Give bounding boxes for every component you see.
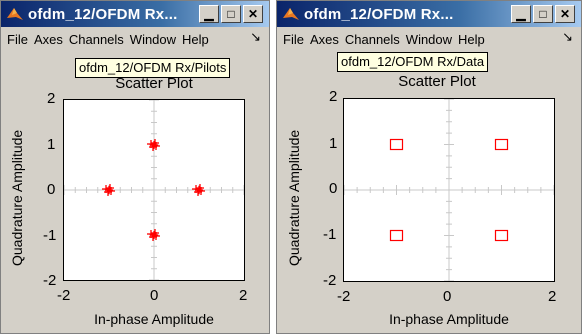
menu-channels[interactable]: Channels [68, 31, 124, 47]
title-bar[interactable]: ofdm_12/OFDM Rx... ▁ □ ✕ [1, 1, 269, 27]
menu-help[interactable]: Help [182, 31, 209, 47]
data-point-marker [389, 138, 404, 151]
maximize-icon: □ [539, 7, 547, 21]
menu-axes[interactable]: Axes [33, 31, 63, 47]
x-tick-label: 2 [239, 287, 248, 304]
y-tick-label: -1 [323, 226, 337, 243]
close-button[interactable]: ✕ [555, 5, 575, 23]
close-icon: ✕ [559, 7, 571, 21]
scatter-plot-area [344, 99, 554, 281]
plot-axes [343, 98, 555, 282]
menu-bar: File Axes Channels Window Help ↘ [277, 27, 581, 51]
data-point-marker [389, 229, 404, 242]
minimize-button[interactable]: ▁ [199, 5, 219, 23]
data-point-marker [494, 138, 509, 151]
window-title: ofdm_12/OFDM Rx... [28, 5, 178, 23]
scatter-plot-area [64, 100, 244, 280]
y-tick-label: -2 [43, 272, 57, 289]
y-tick-label: -2 [323, 272, 337, 289]
x-tick-label: 0 [150, 287, 159, 304]
matlab-icon [283, 8, 299, 20]
y-tick-label: 1 [329, 135, 338, 152]
y-axis-label: Quadrature Amplitude [9, 129, 25, 266]
x-tick-label: 0 [443, 288, 452, 305]
x-tick-label: -2 [57, 287, 71, 304]
menu-dock-arrow-icon[interactable]: ↘ [562, 29, 573, 44]
menu-dock-arrow-icon[interactable]: ↘ [250, 29, 261, 44]
data-point-marker [494, 229, 509, 242]
minimize-button[interactable]: ▁ [511, 5, 531, 23]
y-tick-label: 0 [47, 181, 56, 198]
y-tick-label: 2 [329, 88, 338, 105]
x-axis-label: In-phase Amplitude [94, 311, 214, 327]
menu-file[interactable]: File [7, 31, 28, 47]
y-tick-label: 1 [47, 136, 56, 153]
tooltip: ofdm_12/OFDM Rx/Data [337, 52, 489, 72]
minimize-icon: ▁ [204, 7, 214, 21]
x-axis-label: In-phase Amplitude [389, 311, 509, 327]
close-button[interactable]: ✕ [243, 5, 263, 23]
menu-window[interactable]: Window [405, 31, 453, 47]
title-bar[interactable]: ofdm_12/OFDM Rx... ▁ □ ✕ [277, 1, 581, 27]
matlab-icon [7, 8, 23, 20]
window-title: ofdm_12/OFDM Rx... [304, 5, 454, 23]
plot-title: Scatter Plot [398, 73, 476, 90]
plot-axes [63, 99, 245, 281]
data-point-marker [192, 184, 205, 196]
x-tick-label: 2 [548, 288, 557, 305]
menu-help[interactable]: Help [458, 31, 485, 47]
data-point-marker [147, 139, 160, 151]
y-tick-label: 0 [329, 180, 338, 197]
data-point-marker [147, 229, 160, 241]
scope-window-pilots: ofdm_12/OFDM Rx... ▁ □ ✕ File Axes Chann… [0, 0, 270, 334]
menu-bar: File Axes Channels Window Help ↘ [1, 27, 269, 51]
y-axis-label: Quadrature Amplitude [286, 129, 302, 266]
menu-window[interactable]: Window [129, 31, 177, 47]
plot-title: Scatter Plot [115, 75, 193, 92]
scope-window-data: ofdm_12/OFDM Rx... ▁ □ ✕ File Axes Chann… [276, 0, 582, 334]
maximize-icon: □ [227, 7, 235, 21]
menu-channels[interactable]: Channels [344, 31, 400, 47]
x-tick-label: -2 [337, 288, 351, 305]
menu-file[interactable]: File [283, 31, 304, 47]
data-point-marker [102, 184, 115, 196]
maximize-button[interactable]: □ [533, 5, 553, 23]
close-icon: ✕ [247, 7, 259, 21]
menu-axes[interactable]: Axes [309, 31, 339, 47]
minimize-icon: ▁ [516, 7, 526, 21]
tooltip: ofdm_12/OFDM Rx/Pilots [75, 58, 231, 78]
maximize-button[interactable]: □ [221, 5, 241, 23]
y-tick-label: 2 [47, 90, 56, 107]
y-tick-label: -1 [43, 227, 57, 244]
